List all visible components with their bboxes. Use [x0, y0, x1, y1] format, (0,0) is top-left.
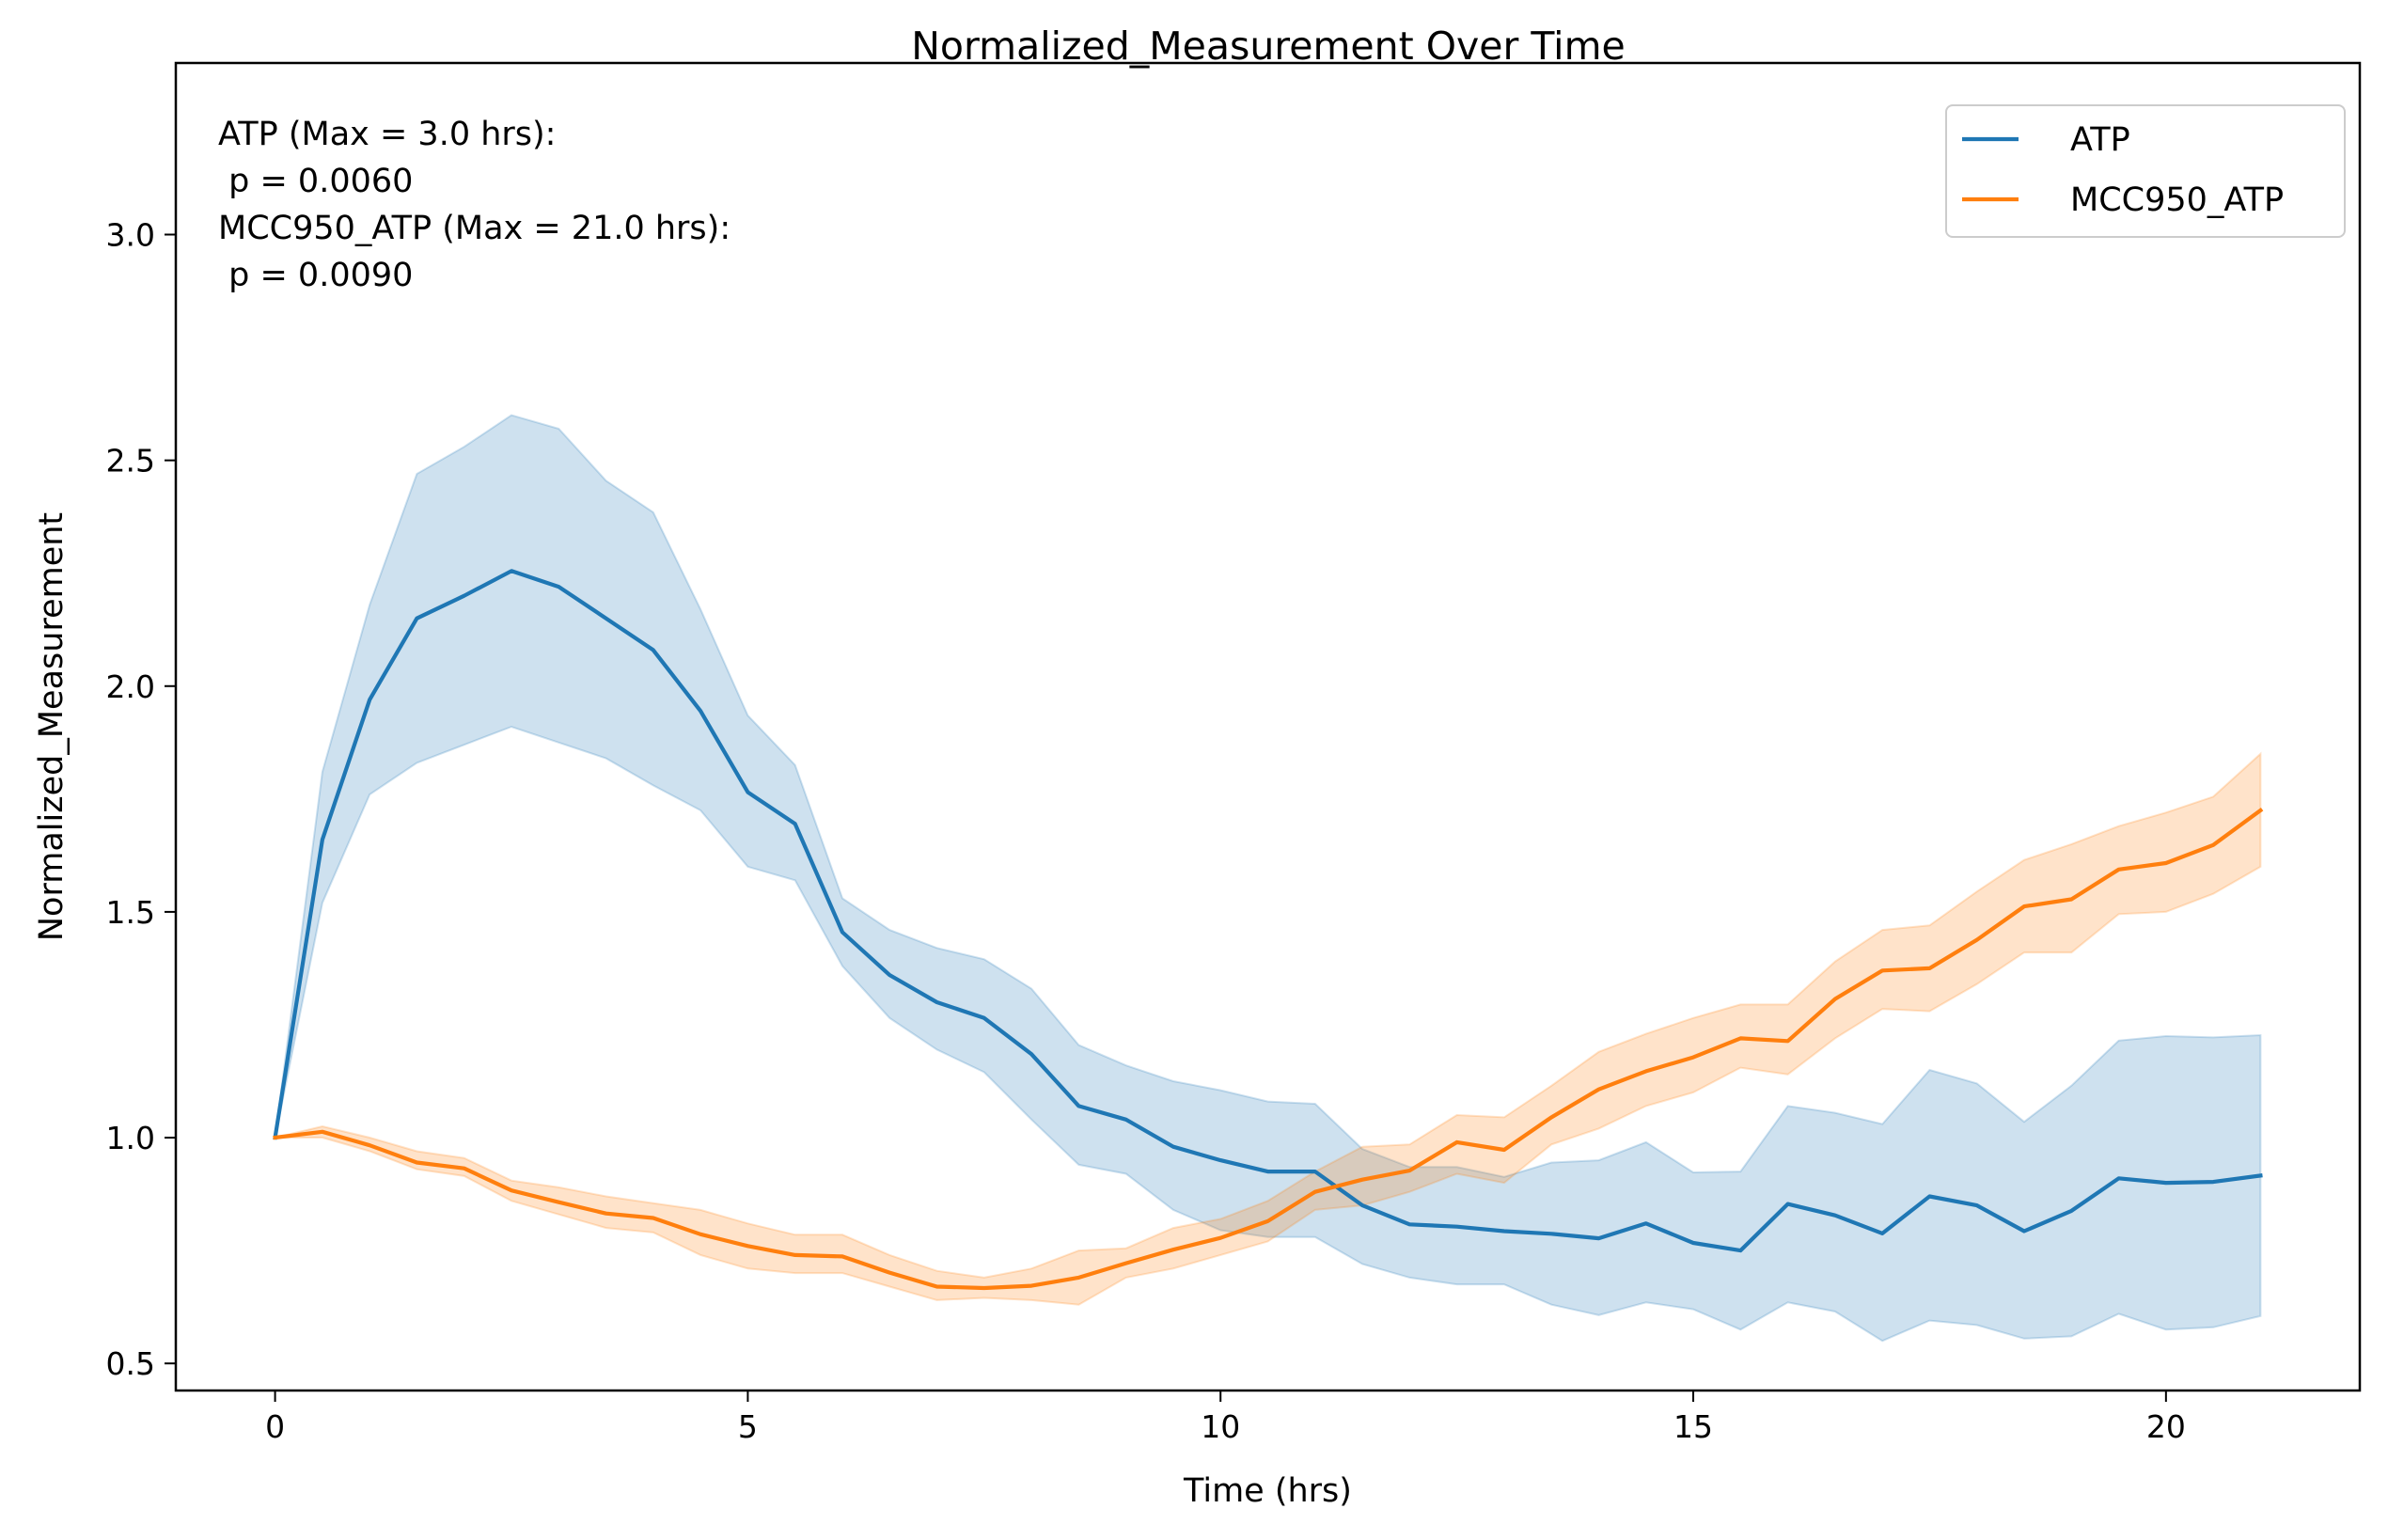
- chart-title: Normalized_Measurement Over Time: [911, 24, 1626, 69]
- x-tick-label: 5: [738, 1408, 758, 1445]
- y-tick-label: 3.0: [106, 217, 155, 254]
- series-lines: [273, 569, 2264, 1291]
- y-tick-label: 0.5: [106, 1345, 155, 1382]
- x-tick-label: 15: [1673, 1408, 1713, 1445]
- y-axis-ticks: 0.5 1.0 1.5 2.0 2.5 3.0: [106, 217, 176, 1382]
- legend-box: [1945, 104, 2346, 238]
- annotation-line: p = 0.0090: [218, 257, 413, 294]
- y-tick-label: 2.0: [106, 668, 155, 705]
- legend-label: MCC950_ATP: [2070, 181, 2284, 219]
- y-tick-label: 2.5: [106, 443, 155, 479]
- y-tick-label: 1.5: [106, 894, 155, 931]
- annotation-line: ATP (Max = 3.0 hrs):: [218, 116, 556, 153]
- annotation-line: MCC950_ATP (Max = 21.0 hrs):: [218, 210, 731, 247]
- series-line-mcc950-atp: [273, 807, 2264, 1291]
- plot-area-frame: [174, 61, 2362, 1392]
- x-tick-label: 20: [2146, 1408, 2186, 1445]
- series-line-atp: [273, 569, 2263, 1253]
- legend-label: ATP: [2070, 121, 2130, 159]
- stats-annotation: ATP (Max = 3.0 hrs): p = 0.0060 MCC950_AT…: [218, 116, 731, 294]
- x-tick-label: 10: [1201, 1408, 1240, 1445]
- x-axis-label: Time (hrs): [1183, 1472, 1352, 1510]
- legend: ATP MCC950_ATP: [1945, 104, 2346, 238]
- x-tick-label: 0: [265, 1408, 285, 1445]
- y-axis-label: Normalized_Measurement: [33, 512, 71, 941]
- x-axis-ticks: 0 5 10 15 20: [265, 1391, 2186, 1445]
- annotation-line: p = 0.0060: [218, 163, 413, 200]
- y-tick-label: 1.0: [106, 1120, 155, 1156]
